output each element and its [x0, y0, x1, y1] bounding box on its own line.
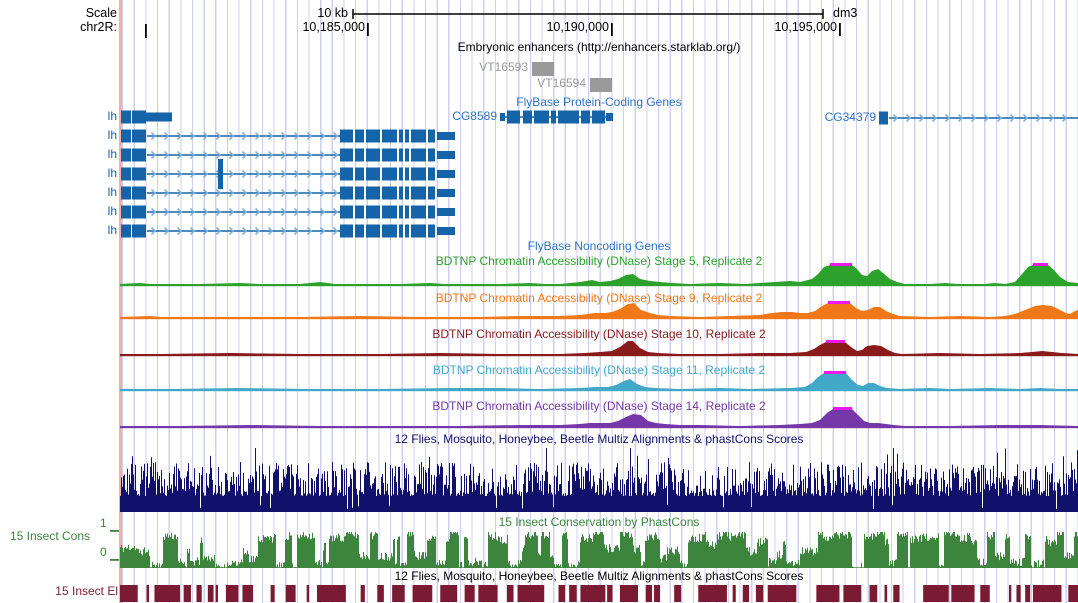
gene-label-cg34379[interactable]: CG34379	[824, 110, 876, 124]
enhancer-label[interactable]: VT16593	[479, 60, 528, 74]
gene-label-lh[interactable]: lh	[107, 185, 117, 199]
track-title-phastcons: 15 Insect Conservation by PhastCons	[498, 515, 700, 529]
track-title-dnase-stage11: BDTNP Chromatin Accessibility (DNase) St…	[432, 363, 766, 377]
ruler-graphic	[145, 9, 841, 38]
track-title-multiz-elements: 12 Flies, Mosquito, Honeybee, Beetle Mul…	[394, 569, 804, 583]
insect-element-blocks[interactable]	[120, 585, 1078, 602]
dnase-signal-stage-3[interactable]	[120, 371, 1078, 392]
scale-bar-label: 10 kb	[317, 6, 348, 20]
gene-label-lh[interactable]: lh	[107, 109, 117, 123]
gene-label-lh[interactable]: lh	[107, 223, 117, 237]
dnase-signal-stage-1[interactable]	[120, 301, 1078, 320]
gene-label-lh[interactable]: lh	[107, 128, 117, 142]
gene-models[interactable]	[121, 110, 1078, 238]
insect-elements-left-label: 15 Insect El	[55, 584, 118, 598]
phastcons-wiggle[interactable]	[110, 530, 1078, 568]
track-title-enhancers: Embryonic enhancers (http://enhancers.st…	[457, 40, 741, 54]
enhancer-label[interactable]: VT16594	[537, 76, 586, 90]
dnase-signal-stage-2[interactable]	[120, 340, 1078, 357]
coord-tick-label: 10,185,000	[302, 20, 365, 34]
multiz-wiggle[interactable]	[120, 448, 1078, 512]
phastcons-axis-max: 1	[100, 516, 107, 530]
scale-label: Scale	[85, 6, 117, 20]
dnase-signal-stage-4[interactable]	[120, 407, 1078, 429]
phastcons-axis-min: 0	[100, 545, 107, 559]
gene-label-cg8589[interactable]: CG8589	[452, 109, 497, 123]
track-title-multiz: 12 Flies, Mosquito, Honeybee, Beetle Mul…	[394, 432, 804, 446]
track-title-coding-genes: FlyBase Protein-Coding Genes	[516, 95, 682, 109]
coord-tick-label: 10,190,000	[546, 20, 609, 34]
track-title-dnase-stage14: BDTNP Chromatin Accessibility (DNase) St…	[432, 399, 766, 413]
track-title-noncoding-genes: FlyBase Noncoding Genes	[527, 239, 671, 253]
gene-label-lh[interactable]: lh	[107, 166, 117, 180]
dnase-signal-stage-0[interactable]	[120, 263, 1078, 287]
track-title-dnase-stage10: BDTNP Chromatin Accessibility (DNase) St…	[432, 327, 766, 341]
chromosome-label: chr2R:	[80, 20, 117, 34]
region-left-edge-line	[119, 0, 122, 603]
gene-label-lh[interactable]: lh	[107, 147, 117, 161]
phastcons-left-label: 15 Insect Cons	[9, 529, 90, 543]
track-title-dnase-stage9: BDTNP Chromatin Accessibility (DNase) St…	[435, 291, 763, 305]
assembly-label: dm3	[833, 6, 858, 20]
gene-label-lh[interactable]: lh	[107, 204, 117, 218]
coord-tick-label: 10,195,000	[774, 20, 837, 34]
track-title-dnase-stage5: BDTNP Chromatin Accessibility (DNase) St…	[435, 254, 763, 268]
enhancer-boxes[interactable]	[532, 62, 612, 92]
